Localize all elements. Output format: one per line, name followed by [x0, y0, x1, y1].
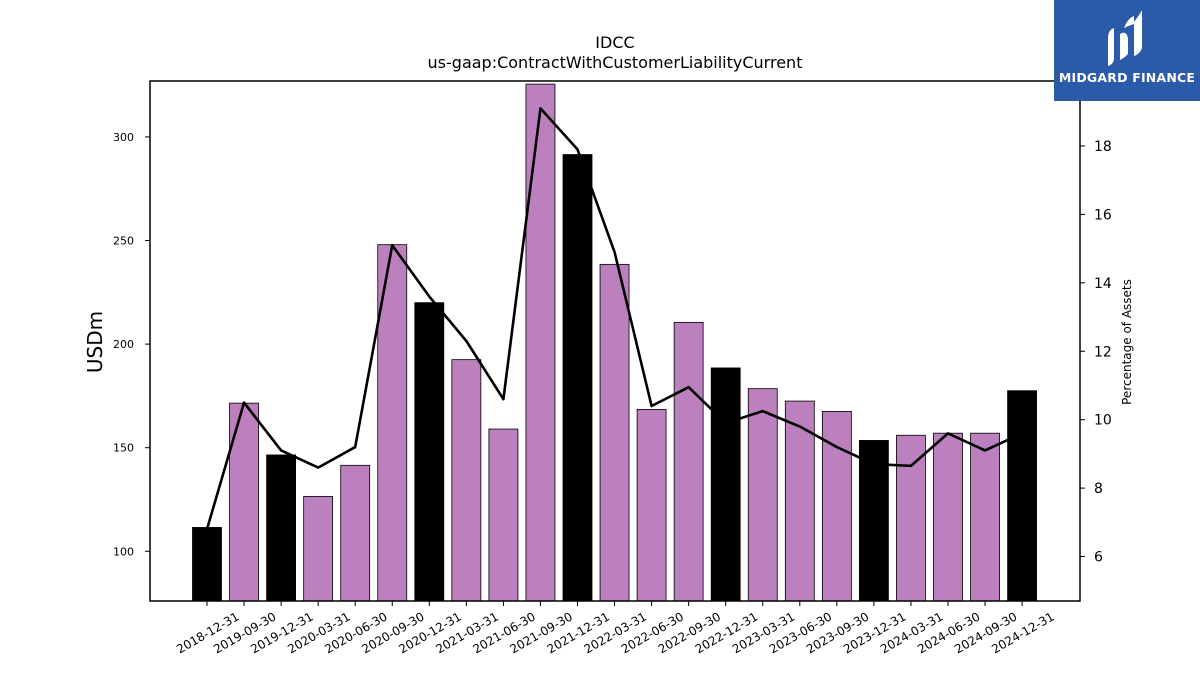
logo-text: MIDGARD FINANCE	[1058, 70, 1196, 85]
y-tick-label: 100	[113, 545, 134, 558]
y2-tick-label: 18	[1094, 139, 1112, 155]
bar-2019-12-31	[266, 454, 297, 602]
logo-mark-icon	[1108, 10, 1142, 66]
bar-2018-12-31	[192, 527, 222, 602]
chart-subtitle: us-gaap:ContractWithCustomerLiabilityCur…	[428, 53, 803, 72]
bar-2023-03-31	[747, 388, 778, 602]
bar-2021-12-31	[562, 154, 593, 602]
bar-2021-03-31	[451, 359, 482, 602]
y-tick-label: 250	[113, 235, 134, 248]
y-axis: 100 150 200 250 300	[113, 131, 150, 558]
bar-2022-09-30	[673, 321, 704, 602]
bar-2024-06-30	[933, 432, 963, 602]
y2-axis-label: Percentage of Assets	[1120, 279, 1134, 405]
y-tick-label: 300	[113, 131, 134, 144]
y2-tick-label: 14	[1094, 276, 1112, 292]
bar-2020-03-31	[303, 495, 334, 602]
y-axis-label: USDm	[83, 311, 107, 373]
bar-2023-12-31	[859, 440, 889, 602]
bar-2024-09-30	[970, 432, 1000, 602]
x-axis: 2018-12-312019-09-302019-12-312020-03-31…	[174, 601, 1057, 656]
bar-2021-06-30	[488, 428, 519, 602]
line-group	[205, 107, 1023, 530]
y2-tick-label: 6	[1094, 550, 1103, 566]
y2-tick-label: 12	[1094, 344, 1112, 360]
bar-2022-06-30	[636, 408, 667, 602]
y-tick-label: 200	[113, 338, 134, 351]
bar-2021-09-30	[525, 83, 556, 602]
brand-logo: MIDGARD FINANCE	[1054, 0, 1200, 101]
bar-2020-12-31	[414, 302, 445, 602]
bar-2023-06-30	[784, 400, 815, 602]
y2-tick-label: 16	[1094, 207, 1112, 223]
bar-2020-06-30	[340, 464, 371, 602]
bar-2024-03-31	[896, 434, 926, 602]
bars-group	[192, 83, 1037, 602]
bar-2022-03-31	[599, 263, 630, 602]
y2-tick-label: 8	[1094, 481, 1103, 497]
y2-axis: 6 8 10 12 14 16 18	[1080, 139, 1112, 566]
bar-2024-12-31	[1007, 390, 1037, 602]
y-tick-label: 150	[113, 442, 134, 455]
y2-tick-label: 10	[1094, 413, 1112, 429]
bar-2023-09-30	[821, 411, 852, 602]
bar-2022-12-31	[710, 367, 741, 602]
percentage-line	[205, 107, 1023, 530]
chart-title: IDCC	[595, 33, 634, 52]
